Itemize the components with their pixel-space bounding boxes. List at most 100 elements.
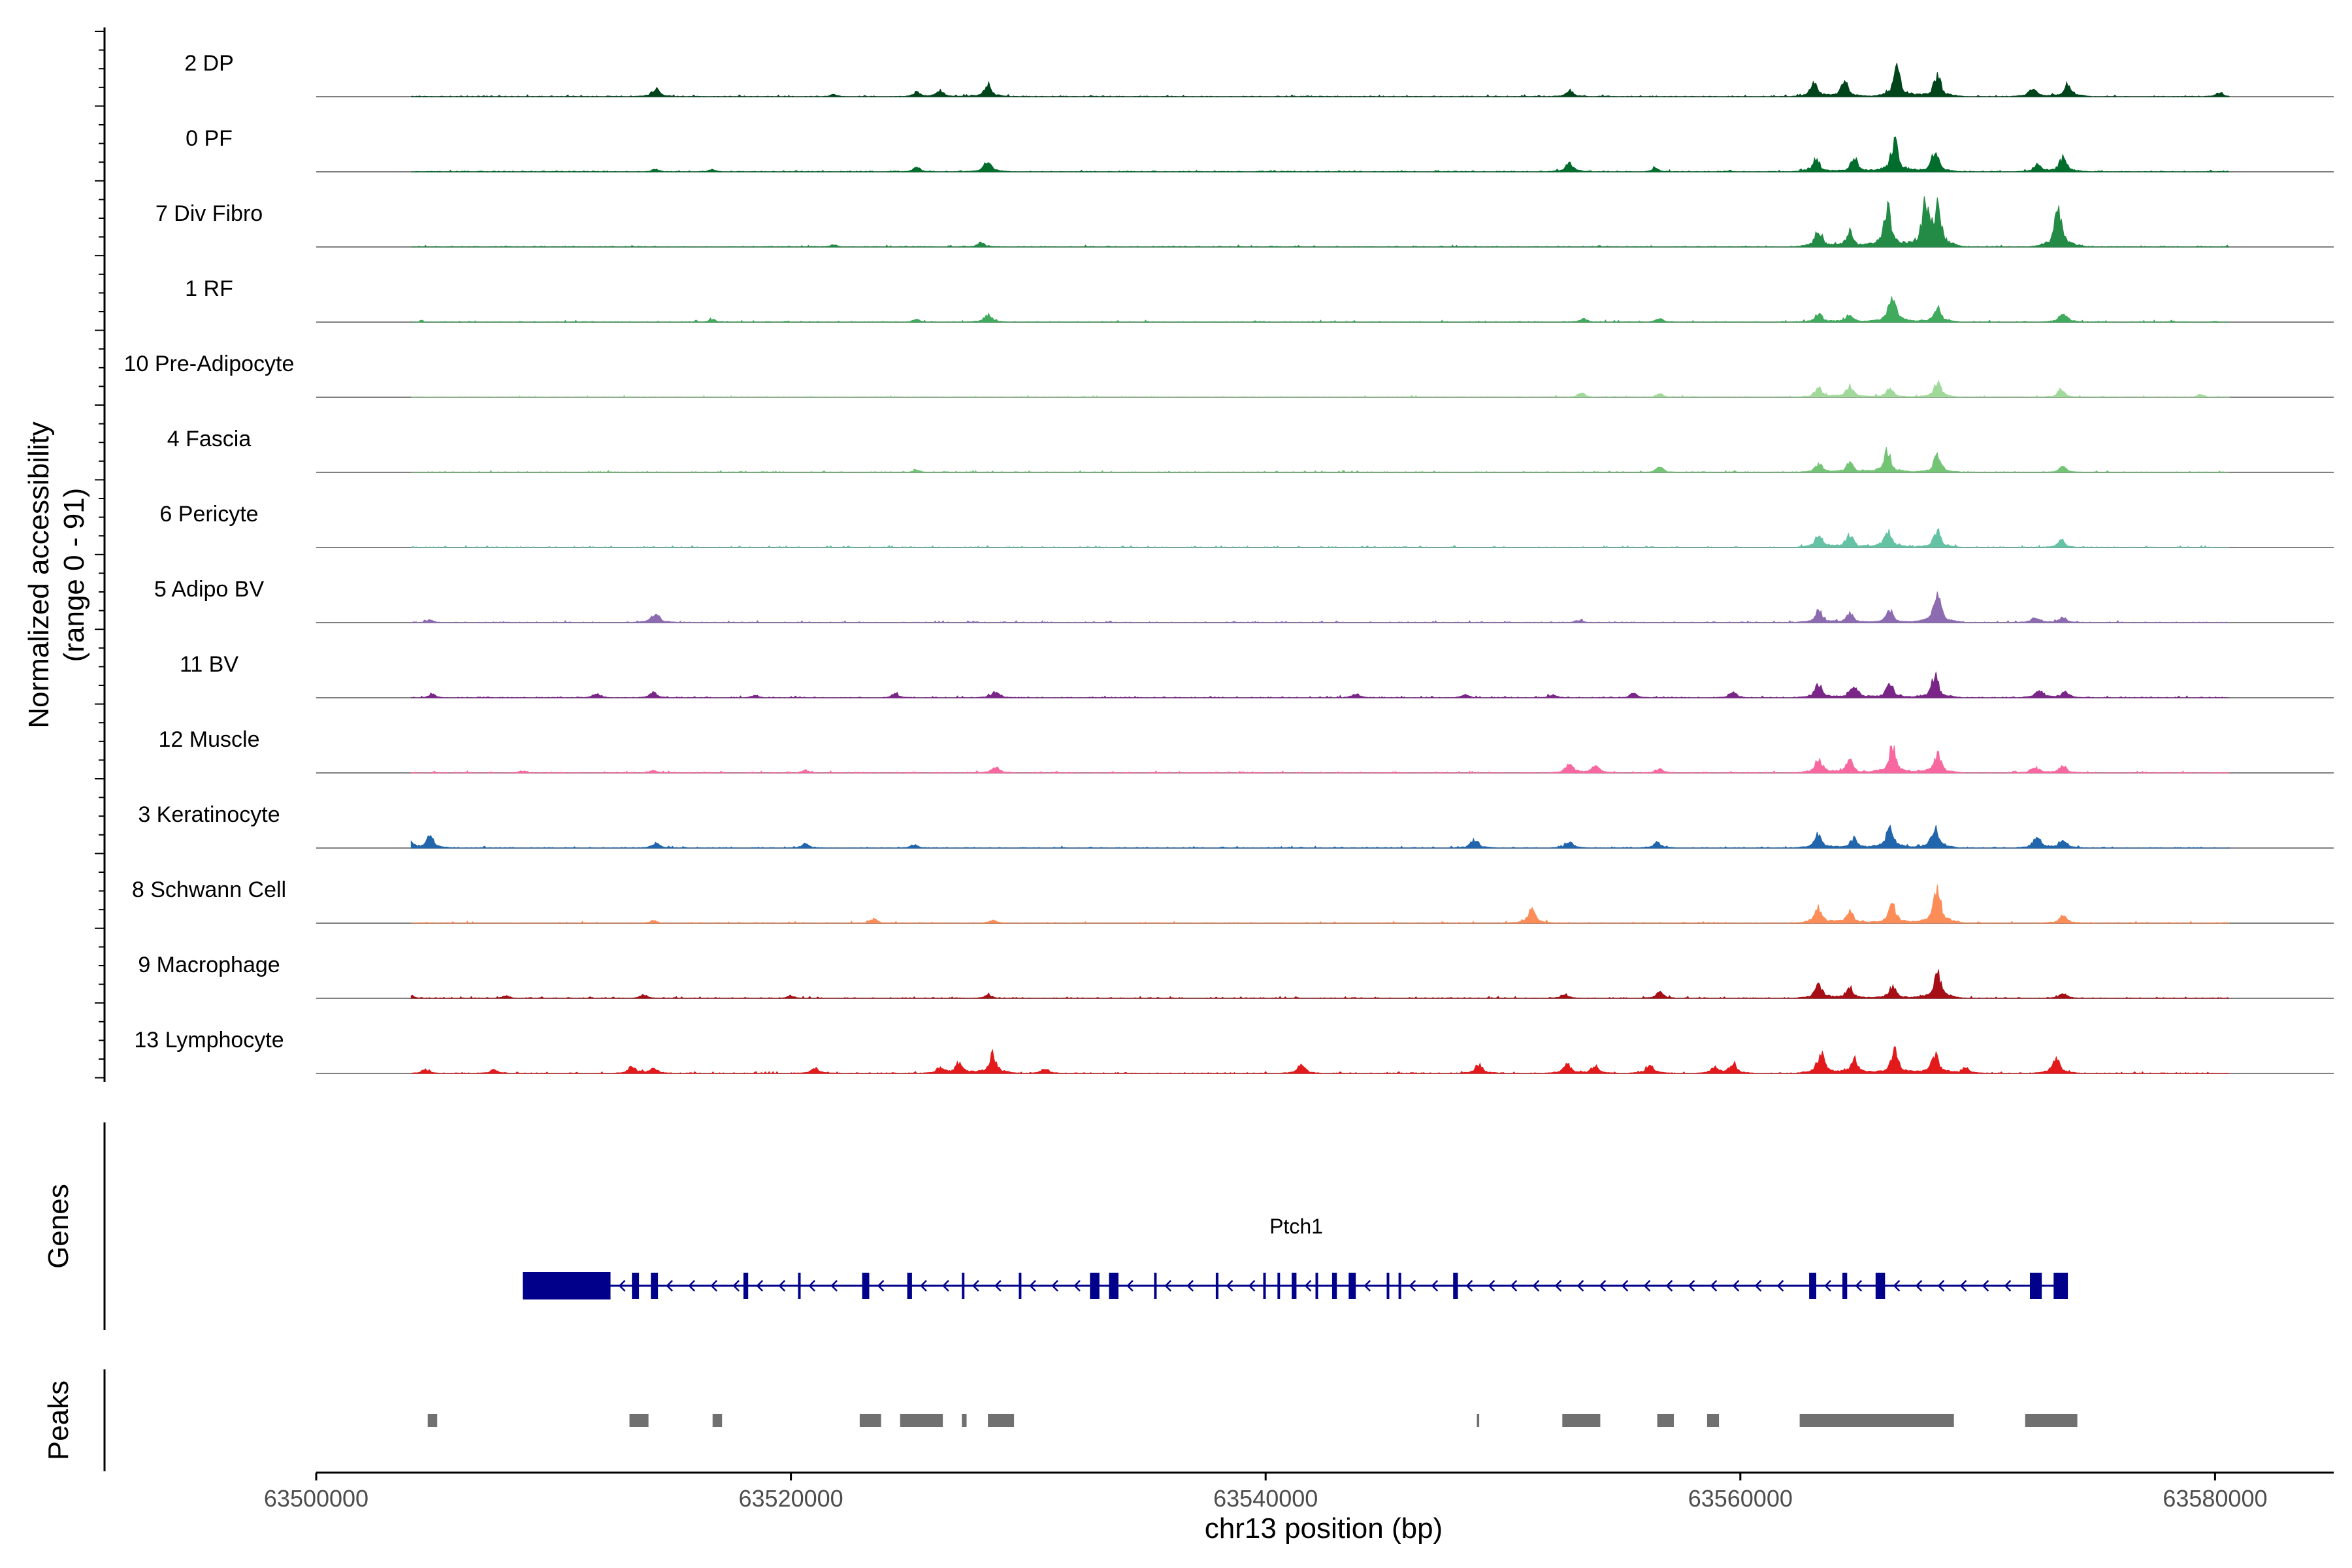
gene-model-ptch1 — [523, 1272, 2068, 1299]
x-tick-label: 63500000 — [264, 1485, 368, 1512]
track-8-schwann-cell: 8 Schwann Cell — [132, 877, 2334, 924]
strand-arrow — [688, 1280, 695, 1292]
strand-arrow — [1576, 1280, 1584, 1292]
coverage-area — [411, 884, 2230, 924]
peak-region — [1657, 1414, 1674, 1427]
strand-arrow — [1599, 1280, 1607, 1292]
strand-arrow — [1465, 1280, 1473, 1292]
y-axis-title-line2: (range 0 - 91) — [58, 488, 90, 662]
strand-arrow — [920, 1280, 927, 1292]
track-label: 9 Macrophage — [138, 953, 280, 977]
track-label: 11 BV — [180, 652, 238, 677]
gene-name-label: Ptch1 — [1269, 1215, 1323, 1238]
gene-exon — [1875, 1273, 1886, 1299]
gene-exon — [907, 1273, 912, 1299]
strand-arrow — [1186, 1280, 1194, 1292]
gene-exon — [1154, 1273, 1157, 1299]
gene-exon — [1809, 1273, 1816, 1299]
coverage-area — [411, 591, 2230, 623]
gene-exon — [1263, 1273, 1266, 1299]
x-axis-ticks: 63500000 63520000 63540000 63560000 63580000 — [264, 1473, 2267, 1512]
strand-arrow — [1937, 1280, 1945, 1292]
strand-arrow — [808, 1280, 815, 1292]
strand-arrow — [1621, 1280, 1629, 1292]
track-label: 0 PF — [186, 126, 233, 151]
gene-exon — [1453, 1273, 1458, 1299]
gene-exon — [962, 1273, 965, 1299]
strand-arrow — [1164, 1280, 1171, 1292]
strand-arrow — [1488, 1280, 1495, 1292]
peaks-panel-label: Peaks — [42, 1380, 74, 1460]
strand-arrow — [1304, 1280, 1312, 1292]
strand-arrow — [756, 1280, 764, 1292]
track-label: 10 Pre-Adipocyte — [124, 351, 295, 376]
track-label: 4 Fascia — [167, 427, 252, 451]
peak-region — [988, 1414, 1015, 1427]
gene-exon — [651, 1273, 659, 1299]
track-0-pf: 0 PF — [186, 126, 2334, 172]
track-label: 7 Div Fibro — [155, 201, 263, 226]
strand-arrow — [1776, 1280, 1784, 1292]
track-9-macrophage: 9 Macrophage — [138, 953, 2334, 999]
strand-arrow — [1855, 1280, 1863, 1292]
gene-exon — [1109, 1273, 1119, 1299]
strand-arrow — [1510, 1280, 1518, 1292]
x-axis-title: chr13 position (bp) — [1205, 1512, 1443, 1544]
gene-exon — [798, 1273, 801, 1299]
gene-exon — [2030, 1273, 2042, 1299]
strand-arrow — [1029, 1280, 1036, 1292]
x-tick-label: 63580000 — [2163, 1485, 2267, 1512]
track-10-pre-adipocyte: 10 Pre-Adipocyte — [124, 351, 2334, 398]
x-tick-label: 63560000 — [1688, 1485, 1793, 1512]
peak-region — [900, 1414, 943, 1427]
track-label: 13 Lymphocyte — [134, 1028, 284, 1053]
strand-arrow — [1226, 1280, 1233, 1292]
strand-arrow — [877, 1280, 885, 1292]
gene-exon — [2053, 1273, 2068, 1299]
peak-region — [962, 1414, 967, 1427]
track-label: 1 RF — [185, 276, 233, 301]
peak-region — [1477, 1414, 1480, 1427]
strand-arrow — [1643, 1280, 1651, 1292]
strand-arrow — [778, 1280, 786, 1292]
strand-arrow — [1051, 1280, 1058, 1292]
gene-exon — [1331, 1273, 1337, 1299]
strand-arrow — [1431, 1280, 1439, 1292]
strand-arrow — [830, 1280, 838, 1292]
gene-exon — [1348, 1273, 1356, 1299]
coverage-area — [410, 969, 2230, 999]
track-label: 2 DP — [184, 51, 234, 76]
strand-arrow — [1893, 1280, 1901, 1292]
y-axis-title: Normalized accessibility (range 0 - 91) — [23, 421, 90, 728]
gene-exon — [632, 1273, 640, 1299]
peak-region — [1562, 1414, 1601, 1427]
strand-arrow — [994, 1280, 1002, 1292]
track-label: 5 Adipo BV — [154, 577, 265, 602]
track-6-pericyte: 6 Pericyte — [159, 502, 2334, 548]
strand-arrow — [1688, 1280, 1695, 1292]
peak-region — [1799, 1414, 1954, 1427]
strand-arrow — [972, 1280, 979, 1292]
track-11-bv: 11 BV — [180, 652, 2334, 698]
strand-arrow — [618, 1280, 626, 1292]
x-tick-label: 63520000 — [739, 1485, 843, 1512]
coverage-y-ticks — [95, 31, 105, 1079]
track-5-adipo-bv: 5 Adipo BV — [154, 577, 2334, 623]
track-label: 8 Schwann Cell — [132, 877, 286, 902]
strand-arrow — [1554, 1280, 1562, 1292]
gene-exon — [1842, 1273, 1848, 1299]
y-axis-title-line1: Normalized accessibility — [23, 421, 55, 728]
track-7-div-fibro: 7 Div Fibro — [155, 196, 2334, 248]
strand-arrow — [666, 1280, 673, 1292]
gene-exon — [1398, 1273, 1401, 1299]
track-label: 12 Muscle — [159, 727, 260, 752]
gene-exon — [1090, 1273, 1100, 1299]
peak-region — [1707, 1414, 1720, 1427]
track-13-lymphocyte: 13 Lymphocyte — [134, 1028, 2334, 1074]
gene-exon — [1215, 1273, 1218, 1299]
track-label: 6 Pericyte — [159, 502, 258, 527]
coverage-area — [411, 63, 2230, 97]
gene-exon — [1277, 1273, 1281, 1299]
strand-arrow — [1665, 1280, 1673, 1292]
